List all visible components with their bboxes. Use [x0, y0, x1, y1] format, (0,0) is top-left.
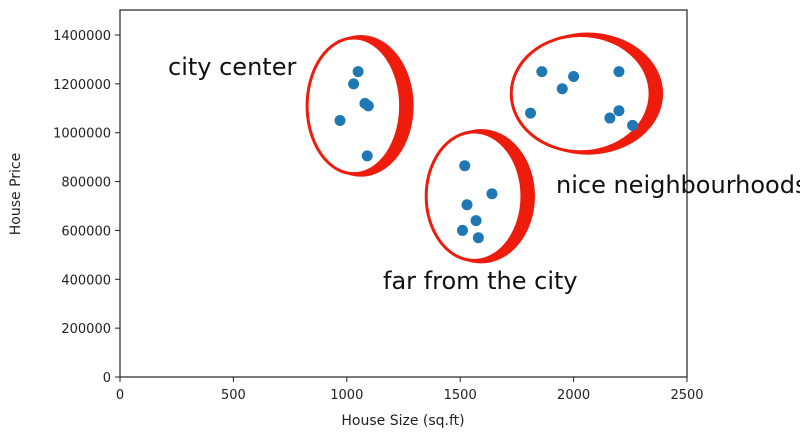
data-point — [568, 71, 580, 83]
data-point — [459, 160, 471, 172]
data-point — [334, 115, 346, 126]
cluster-annotations — [305, 32, 664, 264]
cluster-ring — [305, 36, 403, 176]
data-point — [362, 100, 374, 112]
data-point — [536, 66, 548, 78]
y-axis-title: House Price — [8, 153, 24, 235]
y-tick-label: 800000 — [61, 176, 111, 191]
data-point — [525, 107, 537, 119]
cluster-ring — [509, 34, 652, 154]
data-point — [361, 150, 373, 162]
x-tick-label: 2500 — [670, 388, 703, 403]
y-tick-label: 1000000 — [53, 127, 111, 142]
x-axis-title: House Size (sq.ft) — [341, 413, 464, 429]
annotation-label: nice neighbourhoods — [556, 171, 800, 199]
x-tick-label: 500 — [221, 388, 246, 403]
y-tick-label: 200000 — [61, 322, 111, 337]
x-tick-label: 1000 — [330, 388, 363, 403]
data-point — [486, 188, 498, 200]
data-point — [472, 232, 484, 244]
data-point — [613, 66, 625, 78]
y-tick-label: 600000 — [61, 224, 111, 239]
data-point — [456, 224, 468, 236]
data-point — [470, 215, 482, 227]
annotation-label: far from the city — [383, 267, 578, 295]
x-tick-label: 1500 — [444, 388, 477, 403]
data-point — [556, 83, 568, 95]
data-point — [613, 105, 625, 117]
x-axis: 0 500 1000 1500 2000 2500 — [116, 377, 704, 403]
annotation-labels: city center far from the city nice neighbo… — [168, 53, 800, 295]
x-tick-label: 0 — [116, 388, 124, 403]
data-points — [334, 66, 639, 244]
data-point — [627, 119, 639, 131]
y-tick-label: 1200000 — [53, 78, 111, 93]
data-point — [461, 199, 473, 211]
x-tick-label: 2000 — [557, 388, 590, 403]
cluster-ring — [424, 130, 524, 262]
y-tick-label: 1400000 — [53, 29, 111, 44]
annotation-label: city center — [168, 53, 296, 81]
y-axis: 0 200000 400000 600000 800000 1000000 1200000 1… — [53, 29, 120, 386]
data-point — [352, 66, 364, 78]
y-tick-label: 400000 — [61, 273, 111, 288]
data-point — [604, 112, 616, 124]
data-point — [348, 78, 360, 90]
y-tick-label: 0 — [103, 371, 111, 386]
